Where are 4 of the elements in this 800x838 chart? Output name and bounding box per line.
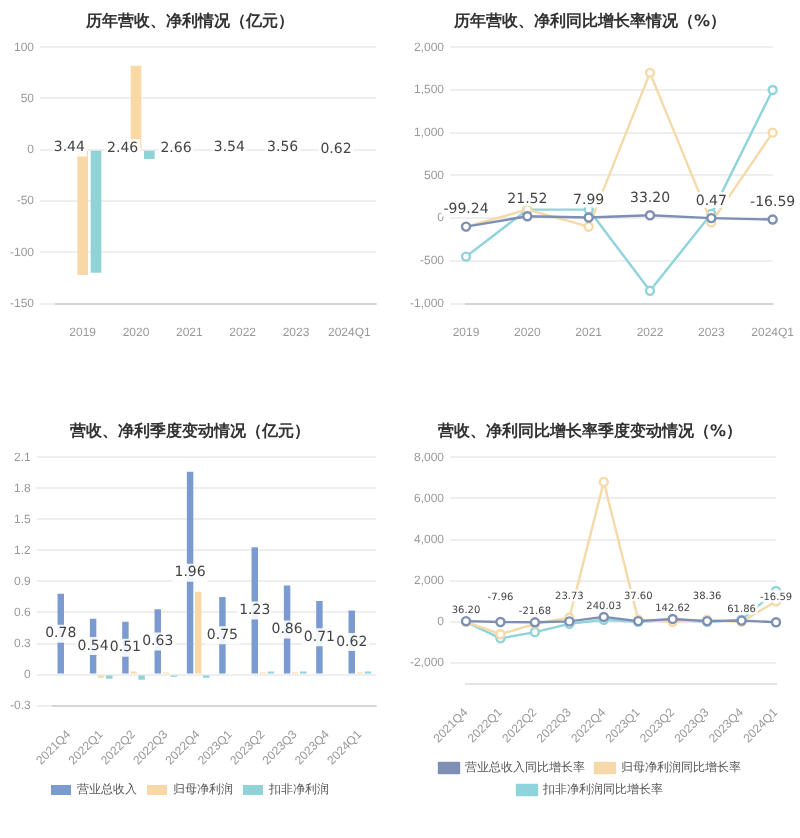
chart-title: 历年营收、净利情况（亿元） [84, 11, 294, 30]
chart-title: 历年营收、净利同比增长率情况（%） [451, 9, 727, 30]
chart-title: 营收、净利季度变动情况（亿元） [68, 419, 310, 440]
chart-title: 营收、净利同比增长率季度变动情况（%） [435, 419, 743, 440]
